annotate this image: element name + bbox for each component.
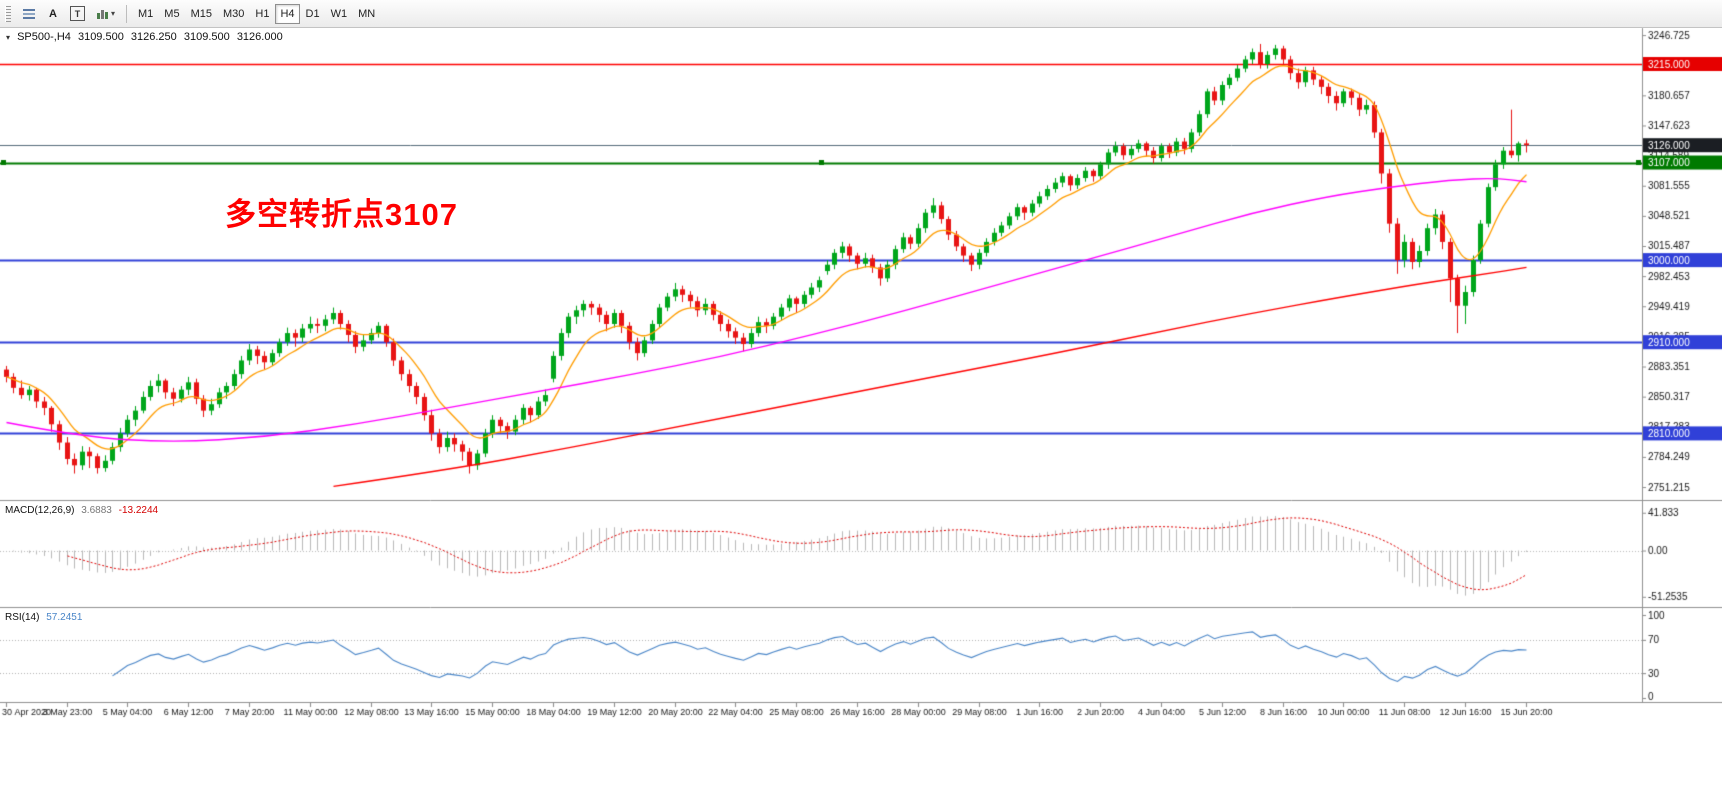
macd-signal-value: -13.2244 xyxy=(118,505,159,516)
low-value: 3109.500 xyxy=(183,31,230,43)
text-box-tool-button[interactable]: T xyxy=(65,4,90,24)
letter-t-label: T xyxy=(70,6,85,21)
close-value: 3126.000 xyxy=(236,31,283,43)
timeframe-button-mn[interactable]: MN xyxy=(353,4,380,24)
macd-panel-region[interactable] xyxy=(0,503,1642,607)
letter-a-label: A xyxy=(49,7,57,20)
timeframe-button-h1[interactable]: H1 xyxy=(250,4,274,24)
letter-a-tool-button[interactable]: A xyxy=(42,4,64,24)
chart-ohlc-header: ▾ SP500-,H4 3109.500 3126.250 3109.500 3… xyxy=(6,31,287,43)
time-axis-region[interactable] xyxy=(0,703,1642,721)
toolbar-separator xyxy=(126,4,128,23)
caret-down-icon: ▾ xyxy=(111,9,116,18)
high-value: 3126.250 xyxy=(130,31,177,43)
timeframe-button-w1[interactable]: W1 xyxy=(326,4,353,24)
timeframe-button-m30[interactable]: M30 xyxy=(218,4,249,24)
symbol-marker-icon: ▾ xyxy=(6,33,11,42)
macd-main-value: 3.6883 xyxy=(81,505,112,516)
charts-list-button[interactable] xyxy=(17,4,41,24)
timeframe-button-m5[interactable]: M5 xyxy=(159,4,184,24)
macd-header: MACD(12,26,9) 3.6883 -13.2244 xyxy=(5,505,158,516)
chart-type-button[interactable]: ▾ xyxy=(91,4,120,24)
timeframe-button-m1[interactable]: M1 xyxy=(133,4,158,24)
toolbar: A T ▾ M1 M5 M15 M30 H1 H4 D1 W1 MN xyxy=(0,0,1722,28)
price-axis-region[interactable] xyxy=(1642,28,1722,705)
rsi-value: 57.2451 xyxy=(46,612,83,623)
chart-annotation-text[interactable]: 多空转折点3107 xyxy=(225,197,458,232)
timeframe-button-h4[interactable]: H4 xyxy=(275,3,300,24)
timeframe-button-d1[interactable]: D1 xyxy=(301,4,325,24)
timeframe-button-m15[interactable]: M15 xyxy=(186,4,217,24)
rsi-panel-region[interactable] xyxy=(0,610,1642,702)
symbol-timeframe-label: SP500-,H4 xyxy=(17,31,71,43)
chart-type-icon xyxy=(97,9,108,19)
rsi-header: RSI(14) 57.2451 xyxy=(5,612,82,623)
toolbar-grip[interactable] xyxy=(5,5,11,22)
rsi-label: RSI(14) xyxy=(5,612,40,623)
timeframe-group: M1 M5 M15 M30 H1 H4 D1 W1 MN xyxy=(133,3,380,24)
main-chart-region[interactable] xyxy=(0,28,1642,500)
macd-label: MACD(12,26,9) xyxy=(5,505,75,516)
open-value: 3109.500 xyxy=(77,31,124,43)
charts-list-icon xyxy=(23,8,35,19)
